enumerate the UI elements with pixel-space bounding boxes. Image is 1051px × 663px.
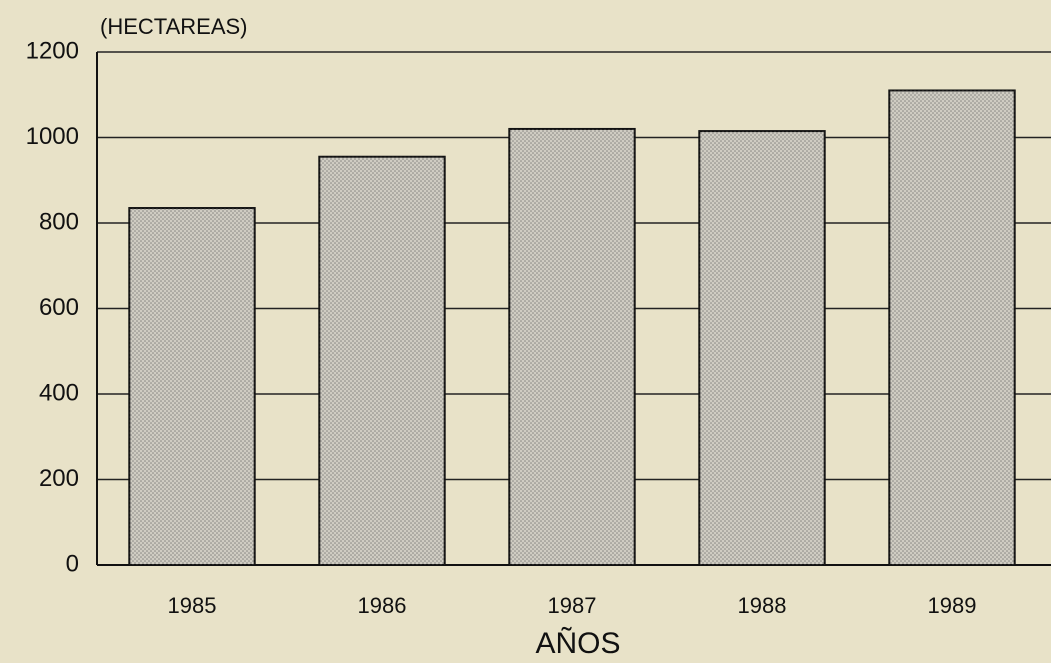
x-tick-label: 1987 — [548, 593, 597, 618]
x-tick-label: 1985 — [168, 593, 217, 618]
y-tick-label: 0 — [66, 550, 79, 577]
y-tick-label: 400 — [39, 379, 79, 406]
x-tick-label: 1986 — [358, 593, 407, 618]
y-tick-label: 1000 — [26, 123, 79, 150]
bar-texture — [509, 128, 635, 565]
x-axis-label: AÑOS — [535, 626, 620, 660]
bar-texture — [129, 208, 255, 565]
x-tick-label: 1988 — [738, 593, 787, 618]
y-tick-label: 200 — [39, 465, 79, 492]
bar-texture — [889, 90, 1015, 565]
x-tick-label: 1989 — [928, 593, 977, 618]
y-tick-label: 800 — [39, 208, 79, 235]
y-tick-label: 1200 — [26, 37, 79, 64]
y-axis-label: (HECTAREAS) — [100, 14, 248, 39]
bar-texture — [319, 156, 445, 566]
bar-texture — [699, 131, 825, 565]
y-tick-label: 600 — [39, 294, 79, 321]
